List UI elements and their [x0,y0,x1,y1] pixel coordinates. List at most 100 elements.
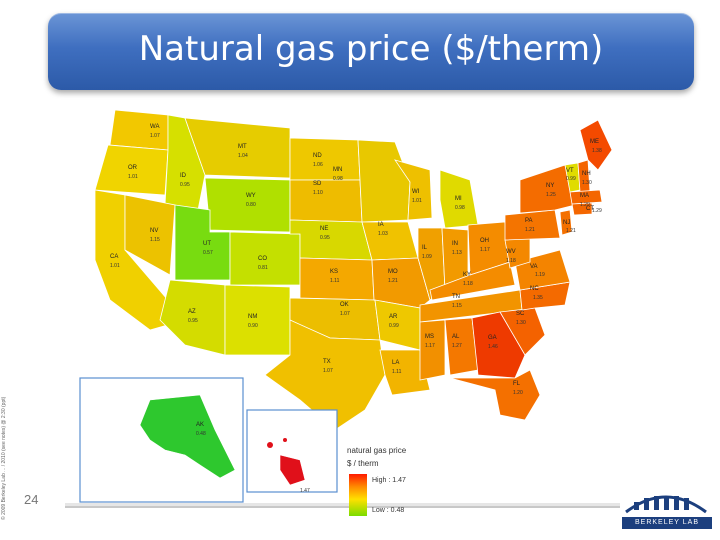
svg-text:FL: FL [513,381,521,387]
value-IN: 1.13 [452,250,462,256]
svg-text:IA: IA [378,222,384,228]
value-WI: 1.01 [412,198,422,204]
svg-text:KY: KY [463,272,471,278]
state-NM [224,284,291,356]
state-GA [471,311,526,379]
state-CT [571,202,593,216]
svg-text:CA: CA [110,254,118,260]
value-NH: 1.30 [582,180,592,186]
value-OR: 1.01 [128,174,138,180]
svg-text:OR: OR [128,165,138,171]
svg-text:VT: VT [566,168,574,174]
legend-color-ramp [349,474,367,516]
state-ND [289,137,361,181]
state-MA [569,189,603,205]
state-KY [429,261,516,301]
svg-text:NM: NM [248,314,257,320]
page-number: 24 [24,492,39,507]
logo-text: BERKELEY LAB [622,517,712,529]
state-WA [109,109,169,151]
svg-text:AZ: AZ [188,309,196,315]
svg-text:UT: UT [203,241,211,247]
value-WY: 0.80 [246,202,256,208]
value-VA: 1.19 [535,272,545,278]
state-MN [357,139,411,223]
state-WI [394,159,433,221]
value-NE: 0.95 [320,235,330,241]
hawaii-island-small [283,438,287,442]
value-KY: 1.18 [463,281,473,287]
legend-high-label: High : 1.47 [372,477,406,484]
value-OH: 1.17 [480,247,490,253]
svg-text:AR: AR [389,314,398,320]
svg-text:NC: NC [530,286,539,292]
value-NJ: 1.21 [566,228,576,234]
value-PA: 1.21 [525,227,535,233]
value-ND: 1.06 [313,162,323,168]
svg-text:WI: WI [412,189,420,195]
value-NY: 1.25 [546,192,556,198]
value-OK: 1.07 [340,311,350,317]
svg-text:LA: LA [392,360,399,366]
svg-text:CT: CT [586,206,594,212]
value-NM: 0.90 [248,323,258,329]
svg-text:MO: MO [388,269,398,275]
svg-text:NY: NY [546,183,554,189]
berkeley-lab-logo [625,495,707,514]
svg-text:ND: ND [313,153,322,159]
state-AZ [159,279,226,356]
svg-text:GA: GA [488,335,497,341]
value-WA: 1.07 [150,133,160,139]
slide-title: Natural gas price ($/therm) [138,29,604,69]
value-AZ: 0.95 [188,318,198,324]
state-NJ [559,209,573,236]
title-banner: Natural gas price ($/therm) [48,13,694,90]
svg-text:MI: MI [455,196,462,202]
value-TN: 1.15 [452,303,462,309]
svg-text:MS: MS [425,334,434,340]
state-LA [379,349,431,396]
svg-text:TX: TX [323,359,331,365]
value-NC: 1.35 [533,295,543,301]
value-MA: 1.29 [580,202,590,208]
value-AL: 1.27 [452,343,462,349]
legend-title: natural gas price [347,446,407,455]
value-CO: 0.81 [258,265,268,271]
state-HI [279,454,306,486]
value-FL: 1.20 [513,390,523,396]
value-TX: 1.07 [323,368,333,374]
svg-text:MT: MT [238,144,247,150]
svg-text:NJ: NJ [563,220,570,226]
svg-text:NE: NE [320,226,328,232]
state-MI [439,169,479,229]
svg-text:NV: NV [150,228,158,234]
svg-text:KS: KS [330,269,338,275]
svg-text:IL: IL [422,245,428,251]
svg-text:ME: ME [590,139,599,145]
value-GA: 1.46 [488,344,498,350]
state-NE [289,219,373,261]
state-NV [124,194,176,276]
svg-text:MN: MN [333,167,342,173]
svg-text:WY: WY [246,193,256,199]
svg-text:MA: MA [580,193,589,199]
svg-text:WV: WV [506,249,516,255]
value-CA: 1.01 [110,263,120,269]
value-CT: 1.29 [592,208,602,214]
value-NV: 1.15 [150,237,160,243]
value-MS: 1.17 [425,343,435,349]
state-IA [361,221,419,261]
footer-strip [65,503,620,508]
value-ME: 1.38 [592,148,602,154]
value-KS: 1.11 [330,278,340,284]
svg-text:CO: CO [258,256,267,262]
svg-text:IN: IN [452,241,458,247]
value-HI: 1.47 [300,488,310,494]
svg-text:AK: AK [196,422,204,428]
value-MN: 0.98 [333,176,343,182]
legend-unit: $ / therm [347,459,379,468]
state-labels: WA 1.07 OR 1.01 ID 0.95 MT 1.04 WY 0.80 ND 1.0… [110,124,602,494]
value-MT: 1.04 [238,153,248,159]
hawaii-island-small [267,442,273,448]
